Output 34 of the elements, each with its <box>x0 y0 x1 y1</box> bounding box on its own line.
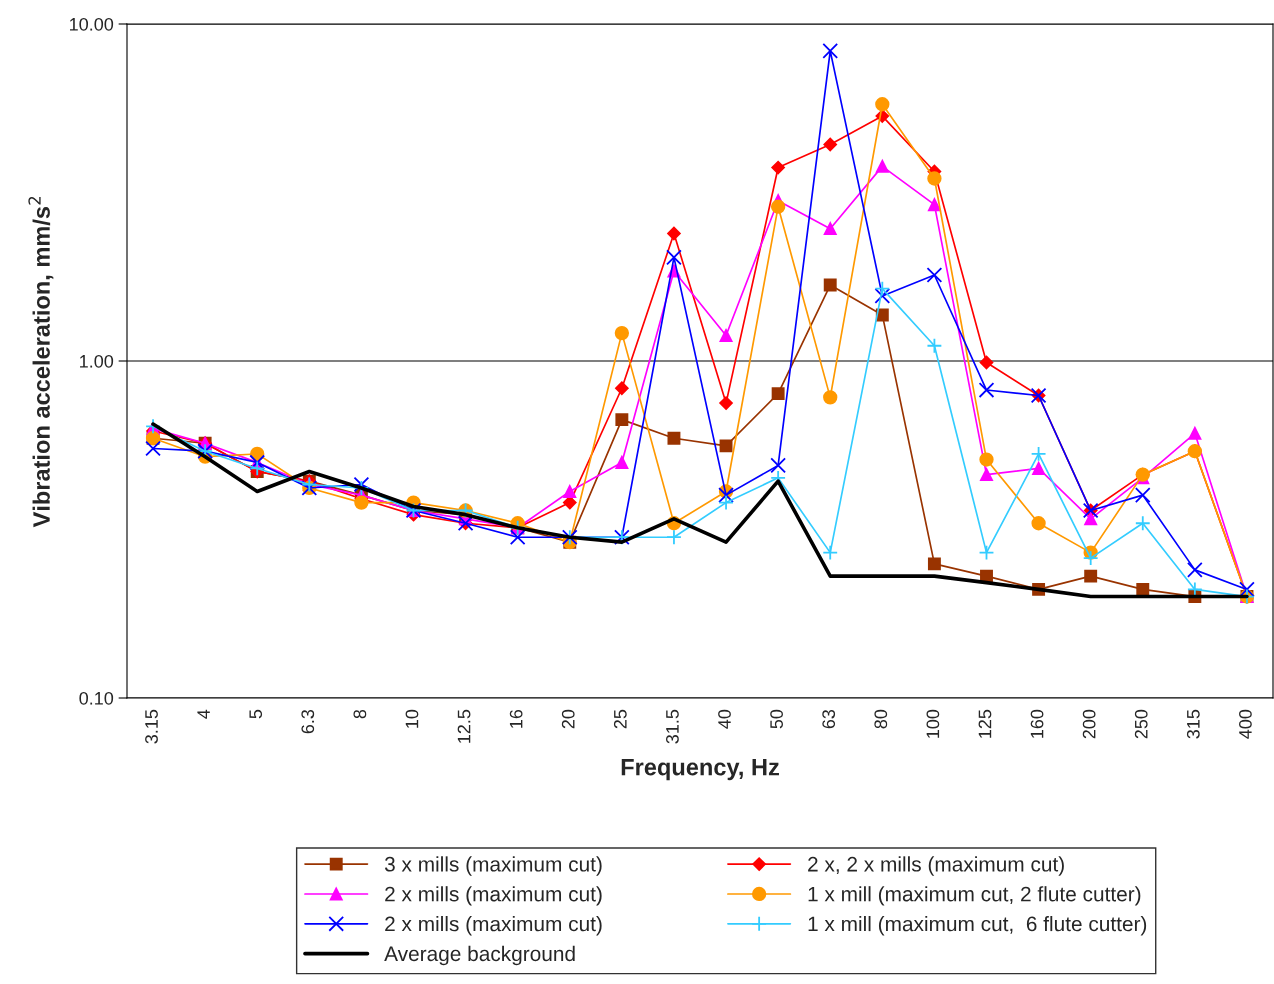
x-tick-label: 8 <box>353 709 367 719</box>
legend-label: 1 x mill (maximum cut, 2 flute cutter) <box>808 886 1141 906</box>
x-tick-label: 100 <box>926 709 940 738</box>
y-tick-label: 1.00 <box>80 354 114 368</box>
x-tick-label: 5 <box>249 709 263 719</box>
y-tick-label: 0.10 <box>79 691 114 705</box>
x-tick-label: 63 <box>822 709 836 729</box>
x-tick-label: 80 <box>874 709 888 729</box>
legend-label: 1 x mill (maximum cut, 6 flute cutter) <box>808 915 1147 936</box>
y-axis-title: Vibration acceleration, mm/s$^{2}$ <box>28 196 54 528</box>
legend-label: Average background <box>384 945 575 966</box>
x-axis-title: Frequency, Hz <box>621 759 779 781</box>
legend-label: 2 x, 2 x mills (maximum cut) <box>808 856 1064 876</box>
x-tick-label: 3.15 <box>145 709 158 744</box>
x-tick-label: 31.5 <box>666 709 679 744</box>
legend-label: 2 x mills (maximum cut) <box>385 915 602 936</box>
x-tick-label: 25 <box>613 709 627 729</box>
legend-label: 3 x mills (maximum cut) <box>384 856 602 876</box>
x-tick-label: 12.5 <box>457 709 471 743</box>
legend-label: 2 x mills (maximum cut) <box>385 886 602 906</box>
x-tick-label: 200 <box>1082 709 1096 739</box>
y-tick-label: 10.00 <box>70 17 114 31</box>
x-tick-label: 250 <box>1134 709 1148 739</box>
x-tick-label: 315 <box>1186 709 1200 739</box>
x-tick-label: 20 <box>561 709 575 729</box>
x-tick-label: 50 <box>770 709 783 729</box>
x-tick-label: 125 <box>978 709 992 738</box>
x-tick-label: 4 <box>197 709 210 719</box>
x-tick-label: 10 <box>405 709 419 728</box>
x-tick-label: 16 <box>509 709 523 728</box>
x-tick-label: 160 <box>1030 709 1044 738</box>
x-tick-label: 400 <box>1239 709 1252 739</box>
x-tick-label: 40 <box>718 709 731 729</box>
x-tick-label: 6.3 <box>301 709 315 734</box>
